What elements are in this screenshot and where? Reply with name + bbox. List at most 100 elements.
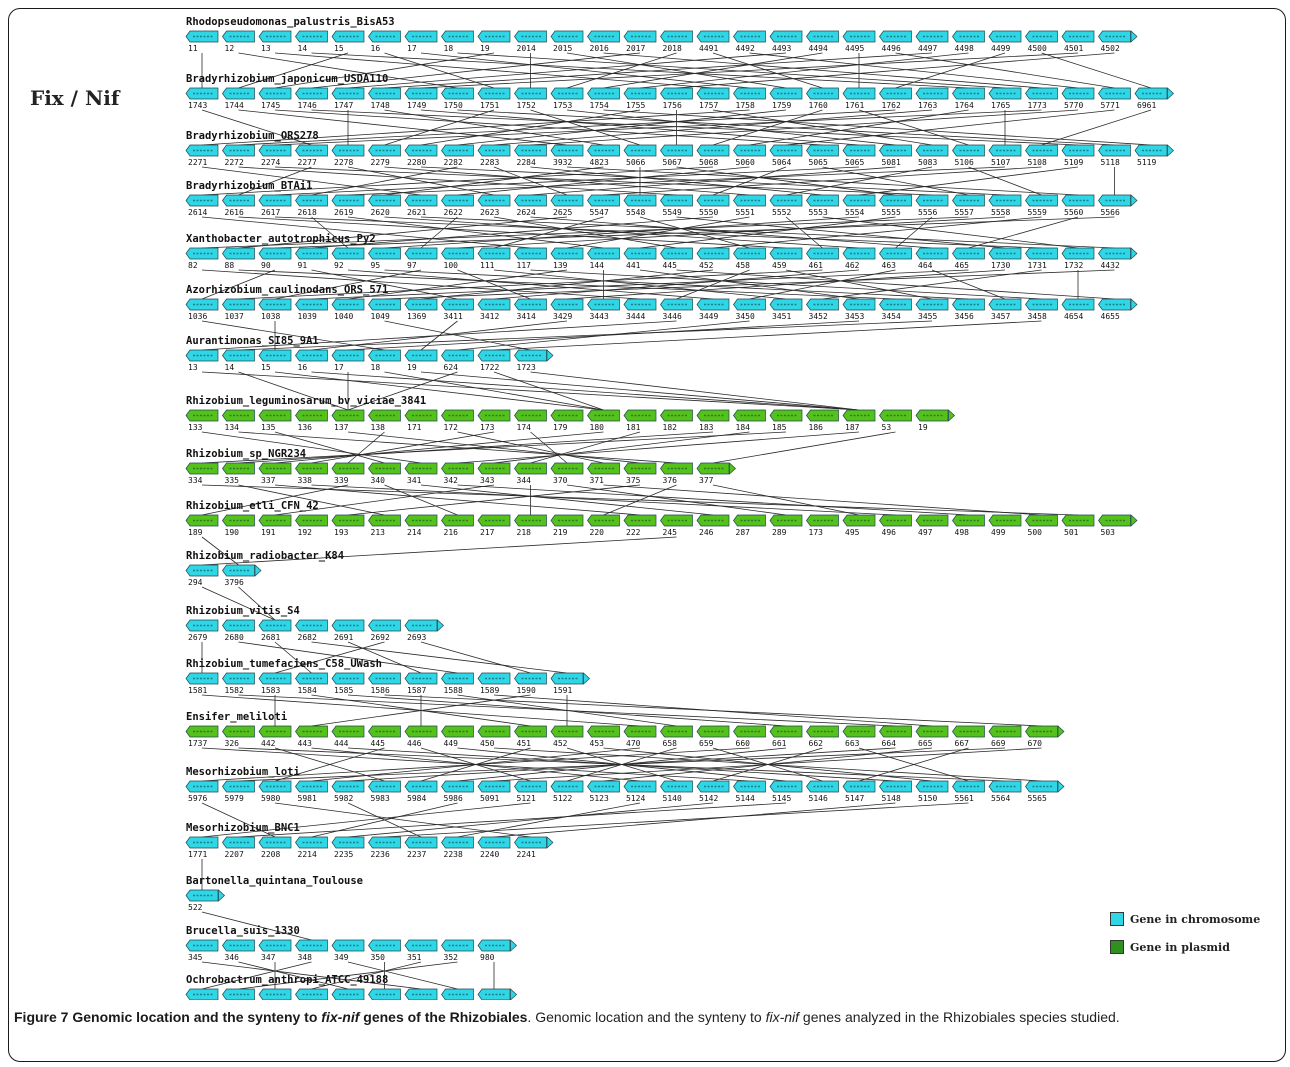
caption-text-part2: genes analyzed in the Rhizobiales specie… [799,1009,1120,1025]
gene-marker: 5552 [769,194,803,217]
gene-id-label: 335 [225,476,240,485]
gene-marker: 5551 [733,194,766,217]
gene-marker: 2271 [185,144,219,167]
gene-id-label: 3932 [553,158,572,167]
gene-marker: 3449 [696,298,730,321]
gene-marker: 5124 [623,780,657,803]
gene-id-label: 1586 [371,686,390,695]
synteny-line [566,484,787,516]
gene-id-label: 5122 [553,794,572,803]
gene-marker: 5067 [660,144,693,167]
gene-id-label: 1759 [772,101,791,110]
gene-id-label: 4655 [1101,312,1120,321]
gene-marker: 1581 [185,672,219,695]
synteny-line [530,109,1079,146]
gene-id-label: 339 [334,476,349,485]
synteny-line [274,484,495,516]
gene-id-label: 1036 [188,312,207,321]
gene-marker: 2017 [623,30,657,53]
gene-id-label: 5148 [882,794,901,803]
gene-id-label: 3449 [699,312,718,321]
gene-marker: 4493 [769,30,803,53]
synteny-line [931,269,1006,300]
gene-marker: 2691 [331,619,365,642]
gene-marker: 1722 [477,349,511,372]
gene-id-label: 3412 [480,312,499,321]
gene-id-label: 19 [918,423,928,432]
gene-id-label: 18 [371,363,381,372]
gene-marker: 13 [185,349,219,372]
gene-id-label: 2018 [663,44,682,53]
organism-track: Bradyrhizobium_ORS278 2271 2272 2274 2277 227… [185,130,1175,167]
gene-marker: 5983 [368,780,401,803]
synteny-line [384,802,969,838]
gene-marker: 1763 [915,87,949,110]
gene-id-label: 3450 [736,312,755,321]
synteny-line [420,371,860,411]
gene-marker: 348 [295,939,328,962]
gene-id-label: 4432 [1101,261,1120,270]
track-end-arrow [546,349,554,362]
gene-marker: 459 [769,247,803,270]
gene-id-label: 2680 [225,633,244,642]
gene-marker: 2682 [295,619,328,642]
gene-marker: 376 [660,462,693,485]
gene-marker: 443 [295,725,328,748]
gene-marker: 1765 [988,87,1022,110]
gene-marker: 1587 [404,672,438,695]
gene-marker: 341 [404,462,438,485]
gene-id-label: 16 [371,44,381,53]
synteny-line [274,269,422,300]
gene-marker: 139 [550,247,584,270]
gene-marker: 216 [441,514,474,537]
legend-plasmid: Gene in plasmid [1110,940,1230,954]
track-end-arrow [948,409,956,422]
gene-marker: 5091 [477,780,511,803]
gene-id-label: 2284 [517,158,536,167]
gene-id-label: 458 [736,261,751,270]
gene-id-label: 347 [261,953,276,962]
gene-id-label: 326 [225,739,240,748]
gene-id-label: 3452 [809,312,828,321]
organism-track: Aurantimonas_SI85_9A1 13 14 15 16 17 18 19 624 17… [185,335,554,372]
gene-marker: 5121 [514,780,547,803]
gene-marker: 133 [185,409,219,432]
gene-marker: 3456 [952,298,985,321]
gene-id-label: 377 [699,476,714,485]
gene-marker: 2207 [222,836,255,859]
gene-marker: 1737 [185,725,219,748]
synteny-line [274,431,385,464]
gene-marker: 1037 [222,298,255,321]
synteny-line [274,484,641,516]
organism-name: Rhizobium_etli_CFN_42 [186,500,319,512]
gene-marker: 458 [733,247,766,270]
gene-marker: 246 [696,514,730,537]
gene-id-label: 5150 [918,794,937,803]
gene-id-label: 5566 [1101,208,1120,217]
gene-marker: 219 [550,514,584,537]
gene-id-label: 2617 [261,208,280,217]
gene-id-label: 441 [626,261,641,270]
gene-marker: 1761 [842,87,876,110]
gene-marker: 5144 [733,780,766,803]
synteny-line [712,431,896,464]
gene-id-label: 186 [809,423,824,432]
gene-id-label: 17 [407,44,417,53]
gene-marker: 5106 [952,144,985,167]
synteny-line [895,52,1006,89]
gene-marker: 217 [477,514,511,537]
synteny-line [311,802,458,838]
gene-id-label: 5065 [809,158,828,167]
gene-marker: 5553 [806,194,839,217]
gene-marker: 342 [441,462,474,485]
gene-marker: 1730 [988,247,1022,270]
gene-id-label: 4654 [1064,312,1083,321]
gene-id-label: 138 [371,423,386,432]
synteny-line [420,641,531,674]
synteny-line [201,586,276,621]
gene-marker: 5109 [1061,144,1095,167]
gene-id-label: 344 [517,476,532,485]
gene-marker: 183 [696,409,730,432]
gene-id-label: 1587 [407,686,426,695]
gene-marker: 5065 [842,144,876,167]
